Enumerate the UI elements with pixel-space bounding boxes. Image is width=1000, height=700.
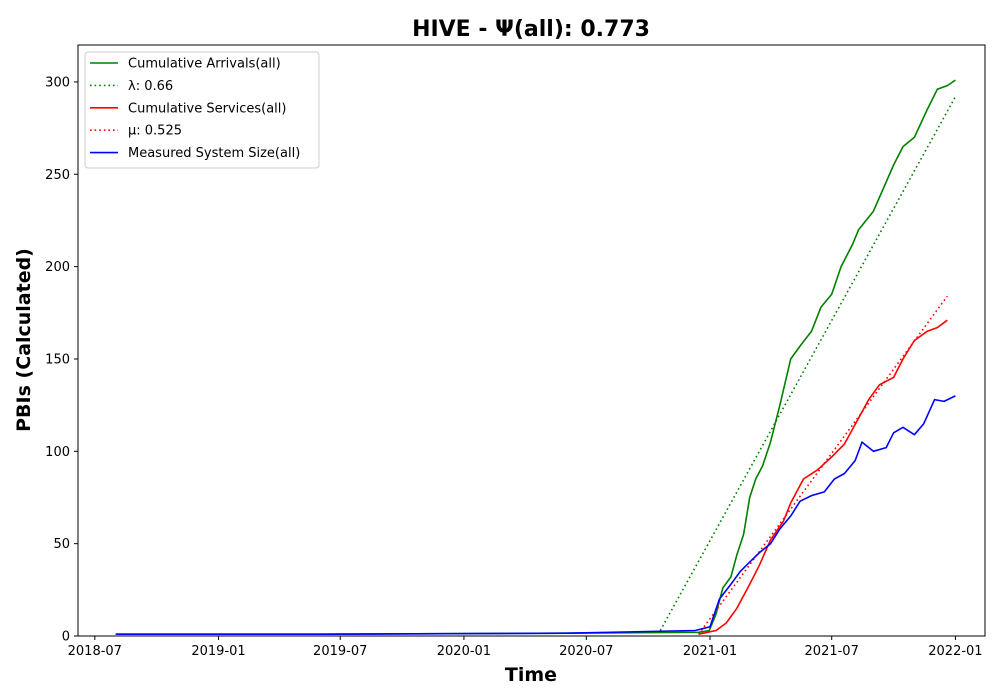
- series-line-measured-system-size-all: [115, 395, 956, 636]
- plot-area: [115, 79, 957, 636]
- series-line-cumulative-arrivals-all: [115, 79, 956, 636]
- y-tick-label: 0: [62, 630, 70, 645]
- legend-label: Measured System Size(all): [128, 146, 300, 161]
- legend-label: Cumulative Arrivals(all): [128, 57, 281, 72]
- x-tick-label: 2021-01: [683, 644, 737, 659]
- x-tick-label: 2020-01: [437, 644, 491, 659]
- x-tick-label: 2019-01: [191, 644, 245, 659]
- legend-label: λ: 0.66: [128, 79, 173, 94]
- y-axis: 0 50 100 150 200 250 300: [45, 75, 78, 645]
- legend-label: μ: 0.525: [128, 124, 182, 139]
- y-tick-label: 250: [45, 168, 70, 183]
- series-line-0-525: [697, 295, 948, 635]
- legend-box: [84, 51, 320, 169]
- x-tick-label: 2020-07: [559, 644, 613, 659]
- chart-title: HIVE - Ψ(all): 0.773: [412, 17, 650, 42]
- x-tick-label: 2019-07: [313, 644, 367, 659]
- y-tick-label: 100: [45, 445, 70, 460]
- x-tick-label: 2021-07: [805, 644, 859, 659]
- y-tick-label: 50: [53, 537, 70, 552]
- y-axis-label: PBIs (Calculated): [13, 248, 35, 432]
- y-tick-label: 300: [45, 75, 70, 90]
- legend-label: Cumulative Services(all): [128, 101, 286, 116]
- plot-frame: [77, 44, 986, 637]
- x-axis-label: Time: [505, 664, 557, 686]
- x-tick-label: 2022-01: [928, 644, 982, 659]
- legend: Cumulative Arrivals(all) λ: 0.66 Cumulativ…: [84, 51, 320, 169]
- x-tick-label: 2018-07: [68, 644, 122, 659]
- series-line-0-66: [659, 96, 957, 631]
- y-tick-label: 150: [45, 352, 70, 367]
- y-tick-label: 200: [45, 260, 70, 275]
- x-axis: 2018-07 2019-01 2019-07 2020-01 2020-07 2021-…: [68, 636, 983, 659]
